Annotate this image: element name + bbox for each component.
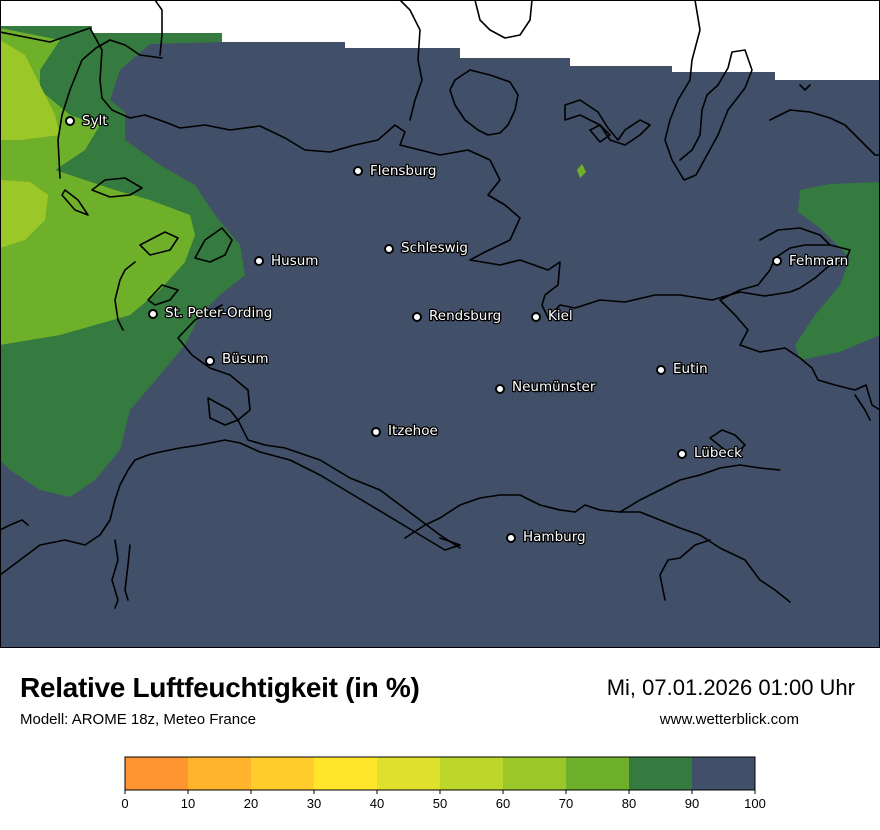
city-label-buesum: Büsum xyxy=(222,351,269,367)
legend-swatch-80-90 xyxy=(629,757,693,790)
map-domain-outside xyxy=(0,0,880,80)
legend-tick-label: 70 xyxy=(559,796,573,811)
legend-swatch-10-20 xyxy=(188,757,252,790)
city-label-itzehoe: Itzehoe xyxy=(388,423,438,439)
city-marker-sylt: Sylt xyxy=(65,112,109,130)
humidity-spot xyxy=(577,164,586,178)
legend-swatch-30-40 xyxy=(314,757,378,790)
legend-tick-label: 0 xyxy=(121,796,128,811)
legend-swatch-0-10 xyxy=(125,757,189,790)
legend-tick-label: 60 xyxy=(496,796,510,811)
city-label-neumuenster: Neumünster xyxy=(512,379,596,395)
city-label-rendsburg: Rendsburg xyxy=(429,308,501,324)
legend-swatch-20-30 xyxy=(251,757,315,790)
legend-swatches xyxy=(125,757,756,790)
legend-swatch-50-60 xyxy=(440,757,504,790)
city-marker-luebeck: Lübeck xyxy=(677,444,743,462)
city-label-fehmarn: Fehmarn xyxy=(789,253,848,269)
city-label-sylt: Sylt xyxy=(82,113,108,129)
city-marker-rendsburg: Rendsburg xyxy=(412,307,503,325)
city-label-flensburg: Flensburg xyxy=(370,163,436,179)
city-label-hamburg: Hamburg xyxy=(523,529,586,545)
legend-swatch-70-80 xyxy=(566,757,630,790)
city-marker-eutin: Eutin xyxy=(656,360,709,378)
city-label-luebeck: Lübeck xyxy=(694,445,742,461)
city-marker-schleswig: Schleswig xyxy=(384,239,469,257)
legend-swatch-60-70 xyxy=(503,757,567,790)
city-label-schleswig: Schleswig xyxy=(401,240,468,256)
legend-tick-label: 30 xyxy=(307,796,321,811)
color-legend: 0 10 20 30 40 50 60 70 80 90 100 xyxy=(121,756,766,811)
legend-tick-label: 20 xyxy=(244,796,258,811)
humidity-map: Sylt Flensburg Schleswig Husum Fehmarn S… xyxy=(0,0,880,648)
city-marker-husum: Husum xyxy=(254,252,320,270)
city-marker-flensburg: Flensburg xyxy=(353,162,438,180)
website-link[interactable]: www.wetterblick.com xyxy=(659,711,799,728)
humidity-band-60-70 xyxy=(0,40,60,248)
forecast-datetime: Mi, 07.01.2026 01:00 Uhr xyxy=(606,675,855,700)
city-marker-hamburg: Hamburg xyxy=(506,528,587,546)
city-label-eutin: Eutin xyxy=(673,361,708,377)
city-marker-buesum: Büsum xyxy=(205,350,270,368)
city-marker-neumuenster: Neumünster xyxy=(495,378,597,396)
legend-tick-label: 10 xyxy=(181,796,195,811)
legend-tick-label: 40 xyxy=(370,796,384,811)
city-markers: Sylt Flensburg Schleswig Husum Fehmarn S… xyxy=(65,112,849,546)
model-subtitle: Modell: AROME 18z, Meteo France xyxy=(20,711,256,728)
legend-tick-label: 100 xyxy=(744,796,766,811)
city-label-st-peter-ording: St. Peter-Ording xyxy=(165,305,272,321)
legend-swatch-90-100 xyxy=(692,757,756,790)
legend-tick-label: 80 xyxy=(622,796,636,811)
footer: Relative Luftfeuchtigkeit (in %) Modell:… xyxy=(0,648,880,830)
humidity-band-80-90-east xyxy=(795,182,880,360)
legend-ticks: 0 10 20 30 40 50 60 70 80 90 100 xyxy=(121,790,766,811)
city-label-kiel: Kiel xyxy=(548,308,573,324)
legend-swatch-40-50 xyxy=(377,757,441,790)
city-marker-kiel: Kiel xyxy=(531,307,574,325)
map-title: Relative Luftfeuchtigkeit (in %) xyxy=(20,672,420,703)
city-marker-itzehoe: Itzehoe xyxy=(371,422,439,440)
city-label-husum: Husum xyxy=(271,253,318,269)
city-marker-fehmarn: Fehmarn xyxy=(772,252,849,270)
city-marker-st-peter-ording: St. Peter-Ording xyxy=(148,304,274,322)
legend-tick-label: 90 xyxy=(685,796,699,811)
coastlines xyxy=(0,0,880,609)
legend-tick-label: 50 xyxy=(433,796,447,811)
